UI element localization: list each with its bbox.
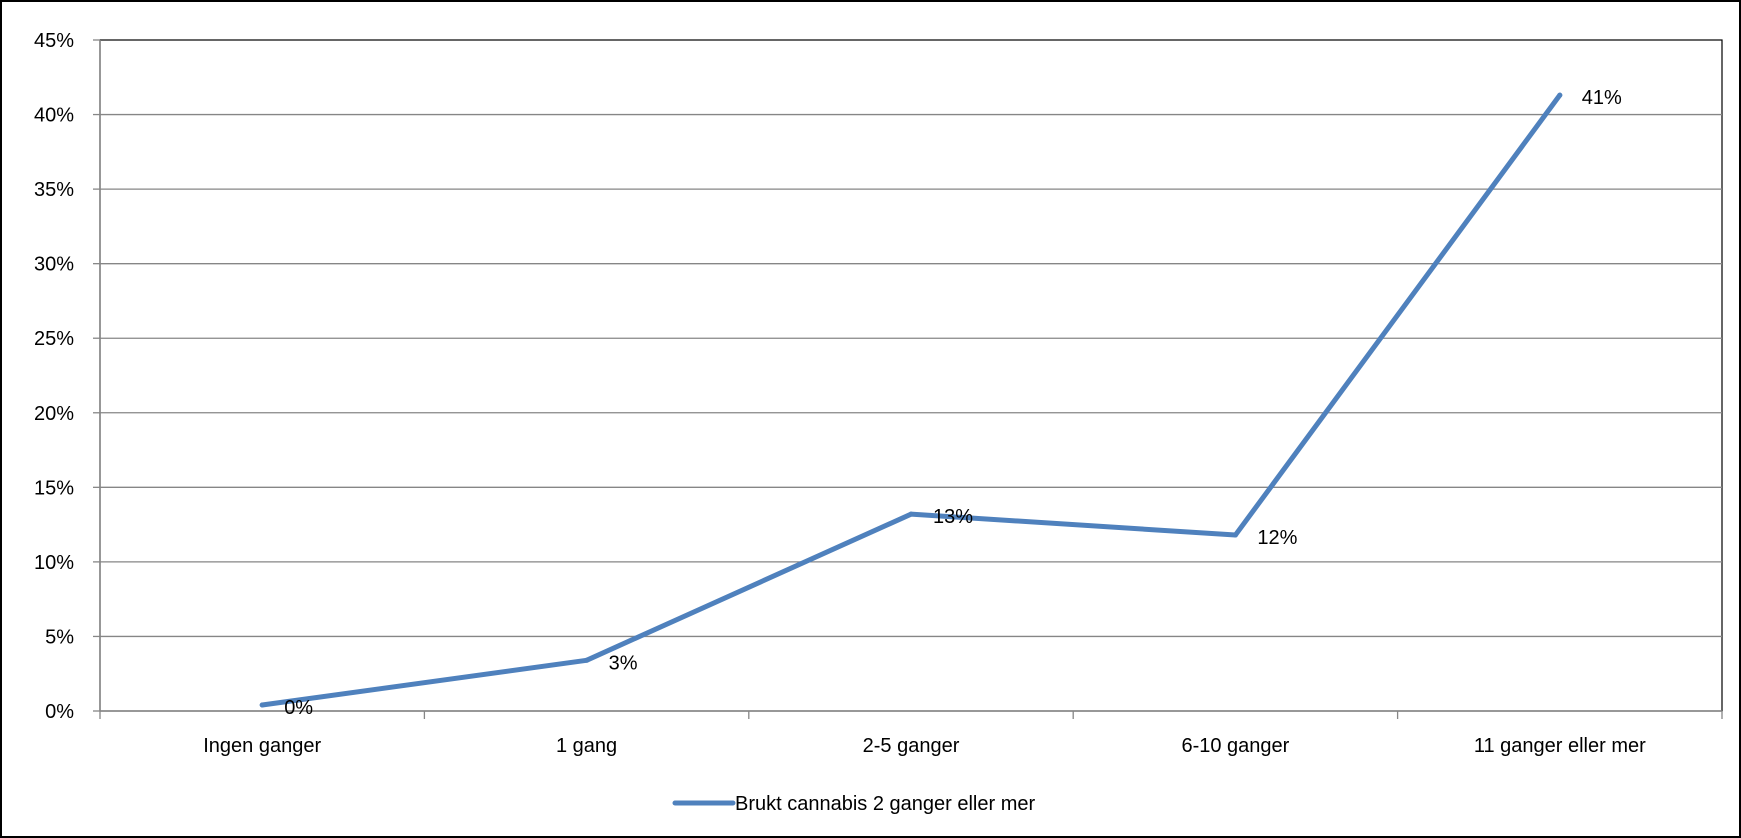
x-tick-label: 1 gang [556, 735, 617, 757]
y-tick-label: 0% [45, 701, 74, 723]
data-label: 0% [284, 697, 313, 719]
data-point [584, 657, 590, 663]
x-tick-label: 6-10 ganger [1181, 735, 1289, 757]
y-tick-label: 25% [34, 328, 74, 350]
y-tick-label: 15% [34, 477, 74, 499]
data-label: 41% [1582, 87, 1622, 109]
data-point [1557, 92, 1563, 98]
legend-label: Brukt cannabis 2 ganger eller mer [735, 793, 1035, 815]
y-tick-label: 35% [34, 179, 74, 201]
data-label: 13% [933, 506, 973, 528]
data-label: 3% [609, 652, 638, 674]
y-tick-label: 40% [34, 105, 74, 127]
y-tick-label: 10% [34, 552, 74, 574]
x-tick-label: 2-5 ganger [863, 735, 960, 757]
data-labels: 0% 3% 13% 12% 41% [284, 87, 1622, 719]
data-label: 12% [1257, 527, 1297, 549]
y-tick-label: 30% [34, 254, 74, 276]
legend: Brukt cannabis 2 ganger eller mer [672, 793, 1035, 815]
y-axis-ticks: 0% 5% 10% 15% 20% 25% 30% 35% 40% 45% [34, 30, 100, 723]
y-tick-label: 20% [34, 403, 74, 425]
x-tick-label: Ingen ganger [203, 735, 321, 757]
x-axis-ticks: Ingen ganger 1 gang 2-5 ganger 6-10 ganger 1… [99, 711, 1723, 757]
data-point [259, 702, 265, 708]
data-point [908, 511, 914, 517]
y-tick-label: 45% [34, 30, 74, 52]
x-tick-label: 11 ganger eller mer [1474, 735, 1646, 757]
axes [99, 40, 1722, 712]
data-point [1232, 532, 1238, 538]
y-tick-label: 5% [45, 626, 74, 648]
series [259, 92, 1563, 708]
